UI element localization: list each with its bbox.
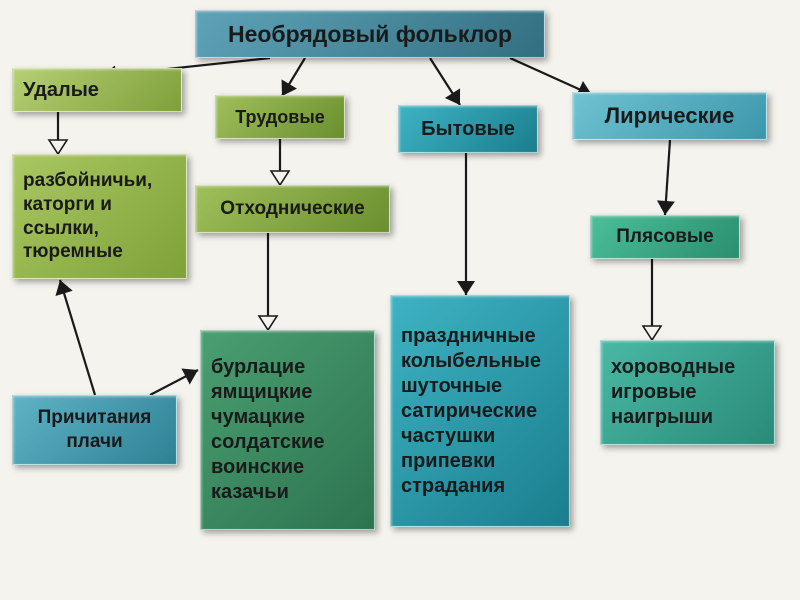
node-label: Трудовые xyxy=(235,106,325,129)
node-plyas: Плясовые xyxy=(590,215,740,259)
node-label: Необрядовый фольклор xyxy=(228,20,512,49)
node-label: Лирические xyxy=(605,102,735,130)
arrow-line-1 xyxy=(282,58,305,96)
node-label: праздничные колыбельные шуточные сатирич… xyxy=(401,324,541,499)
node-razboy: разбойничьи, каторги и ссылки, тюремные xyxy=(12,154,187,279)
node-label: Отходнические xyxy=(220,197,364,221)
node-horovod: хороводные игровые наигрыши xyxy=(600,340,775,445)
node-label: хороводные игровые наигрыши xyxy=(611,355,735,430)
node-burlats: бурлацие ямщицкие чумацкие солдатские во… xyxy=(200,330,375,530)
node-othod: Отходнические xyxy=(195,185,390,233)
arrow-head-9 xyxy=(643,326,661,340)
arrow-head-6 xyxy=(657,200,675,215)
node-label: разбойничьи, каторги и ссылки, тюремные xyxy=(23,169,152,264)
node-label: Плясовые xyxy=(616,225,713,249)
node-trudovye: Трудовые xyxy=(215,95,345,139)
node-label: Бытовые xyxy=(421,117,515,142)
arrow-head-7 xyxy=(259,316,277,330)
node-liric: Лирические xyxy=(572,92,767,140)
arrow-head-4 xyxy=(49,140,67,154)
arrow-head-8 xyxy=(457,281,475,295)
arrow-head-5 xyxy=(271,171,289,185)
node-label: бурлацие ямщицкие чумацкие солдатские во… xyxy=(211,355,324,505)
node-udalye: Удалые xyxy=(12,68,182,112)
arrow-line-11 xyxy=(150,370,198,395)
arrow-line-10 xyxy=(60,280,95,395)
node-label: Удалые xyxy=(23,78,99,103)
arrow-line-3 xyxy=(510,58,592,95)
arrow-line-6 xyxy=(665,140,670,215)
arrow-line-2 xyxy=(430,58,460,105)
node-bytovye: Бытовые xyxy=(398,105,538,153)
node-label: Причитания плачи xyxy=(38,406,152,454)
arrow-head-11 xyxy=(181,368,198,384)
node-prichit: Причитания плачи xyxy=(12,395,177,465)
node-root: Необрядовый фольклор xyxy=(195,10,545,58)
arrow-head-2 xyxy=(445,88,460,105)
arrow-head-1 xyxy=(282,79,297,96)
node-prazd: праздничные колыбельные шуточные сатирич… xyxy=(390,295,570,527)
arrow-head-10 xyxy=(55,280,72,296)
